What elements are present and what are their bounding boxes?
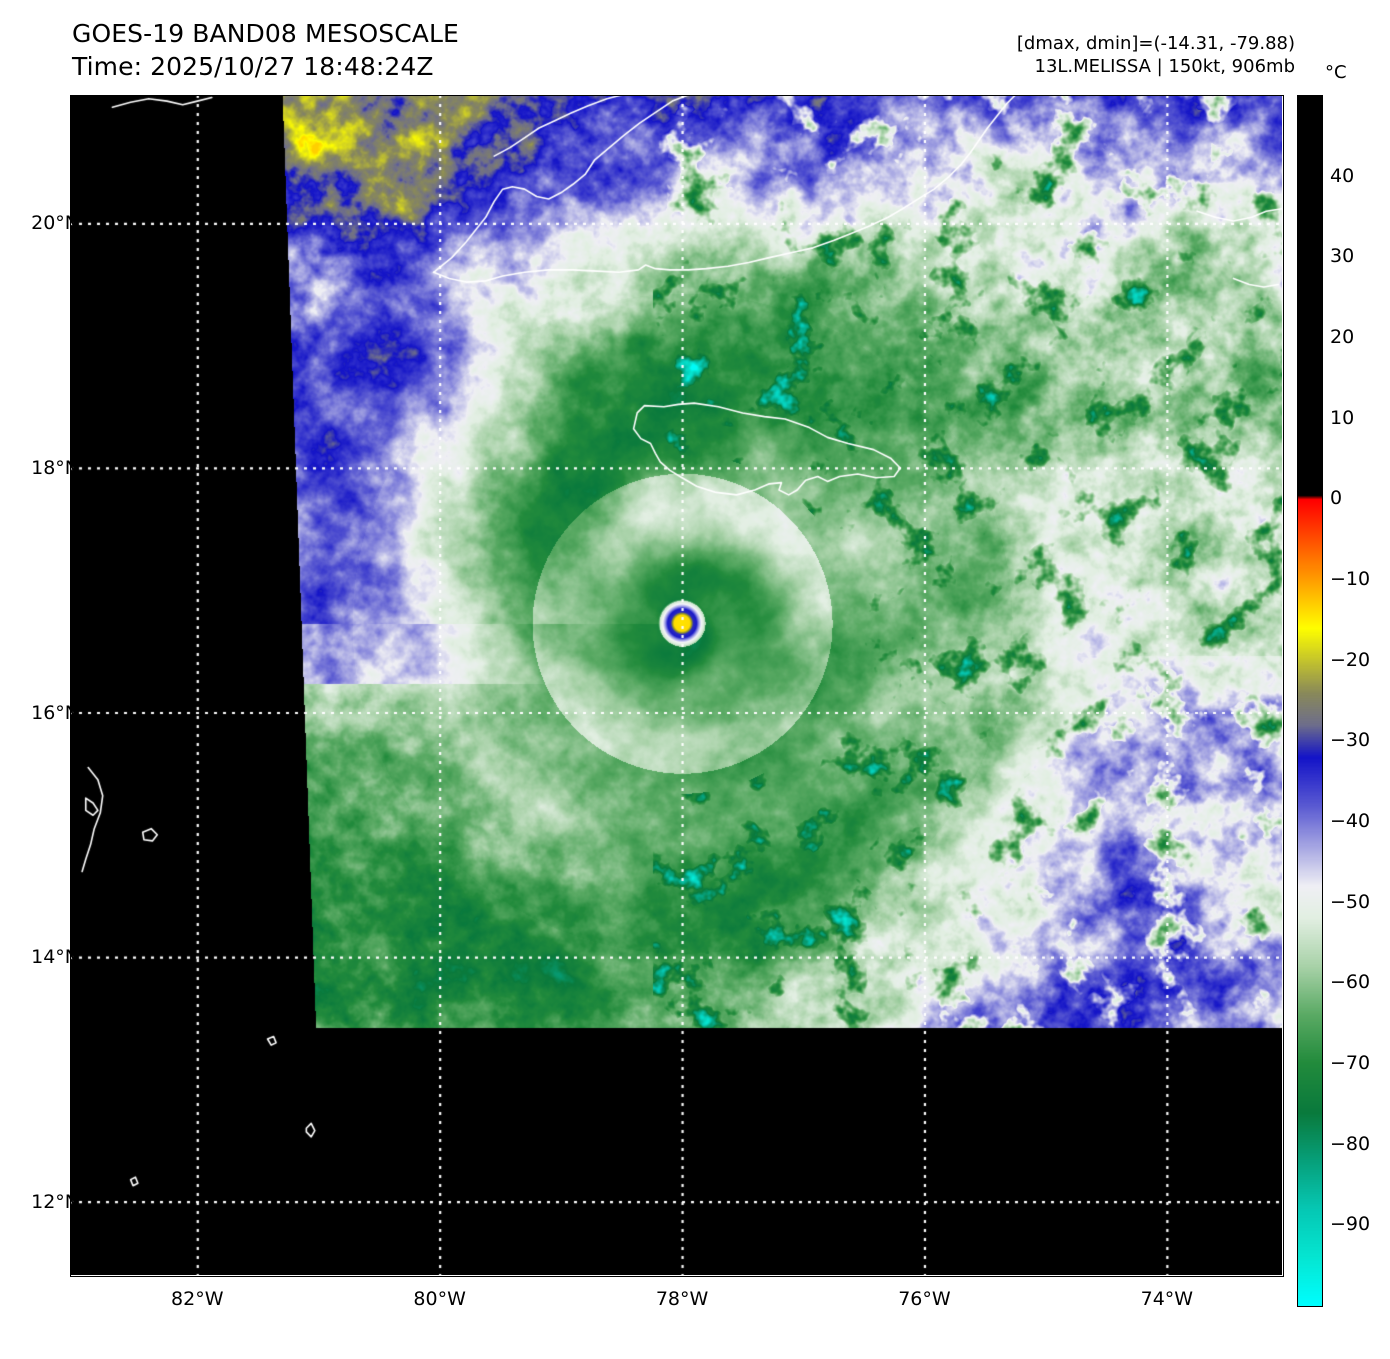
- lat-tick-18: 18°N: [31, 456, 79, 479]
- colorbar-tick-20: 20: [1330, 326, 1355, 348]
- colorbar[interactable]: [1297, 95, 1323, 1307]
- lon-tick-76w: 76°W: [898, 1288, 951, 1310]
- page-title: GOES-19 BAND08 MESOSCALE: [72, 19, 459, 48]
- colorbar-tick-neg80: −80: [1330, 1132, 1371, 1155]
- lon-tick-78w: 78°W: [655, 1288, 709, 1310]
- colorbar-tick-neg20: −20: [1330, 648, 1371, 671]
- colorbar-unit-label: °C: [1325, 62, 1347, 83]
- lat-lon-gridlines: [70, 95, 1282, 1275]
- colorbar-tick-neg90: −90: [1330, 1213, 1371, 1236]
- satellite-plot-area[interactable]: [70, 95, 1282, 1275]
- lat-tick-14: 14°N: [31, 946, 79, 969]
- colorbar-tick-neg10: −10: [1330, 568, 1371, 590]
- colorbar-tick-10: 10: [1330, 406, 1355, 429]
- colorbar-tick-neg40: −40: [1330, 810, 1371, 832]
- colorbar-tick-neg60: −60: [1330, 971, 1371, 994]
- colorbar-tick-30: 30: [1330, 245, 1355, 268]
- lat-tick-20: 20°N: [31, 212, 79, 235]
- colorbar-tick-neg50: −50: [1330, 890, 1371, 913]
- dmax-dmin-label: [dmax, dmin]=(-14.31, -79.88): [1016, 33, 1295, 54]
- colorbar-tick-40: 40: [1330, 164, 1355, 187]
- copyright-label: Copyright © 2020-2025 Dapiya: [82, 1278, 420, 1300]
- colorbar-tick-0: 0: [1330, 487, 1343, 510]
- timestamp-label: Time: 2025/10/27 18:48:24Z: [72, 51, 434, 81]
- lat-tick-16: 16°N: [31, 701, 79, 724]
- lon-tick-82w: 82°W: [171, 1288, 224, 1310]
- metadata-block: [dmax, dmin]=(-14.31, -79.88) 13L.MELISS…: [1017, 32, 1295, 79]
- lat-tick-12: 12°N: [31, 1190, 79, 1213]
- lon-tick-74w: 74°W: [1140, 1288, 1194, 1310]
- storm-info-label: 13L.MELISSA | 150kt, 906mb: [1034, 56, 1296, 78]
- colorbar-tick-neg70: −70: [1330, 1052, 1371, 1074]
- colorbar-tick-neg30: −30: [1330, 729, 1371, 752]
- lon-tick-80w: 80°W: [413, 1288, 466, 1310]
- title-block: GOES-19 BAND08 MESOSCALE Time: 2025/10/2…: [72, 18, 459, 83]
